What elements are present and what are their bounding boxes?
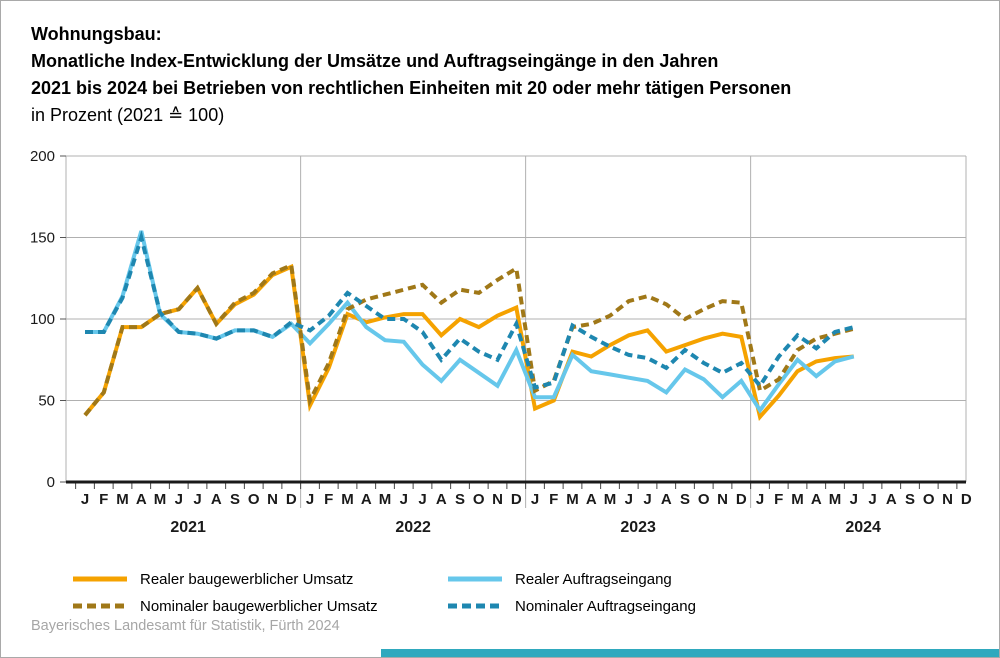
- month-label-2024-6: J: [850, 491, 858, 508]
- y-tick-label-0: 0: [47, 474, 55, 491]
- month-label-2021-10: O: [248, 491, 260, 508]
- year-label-2021: 2021: [170, 519, 206, 536]
- title-line-4: in Prozent (2021 ≙ 100): [31, 105, 225, 125]
- month-label-2024-1: J: [756, 491, 764, 508]
- month-label-2021-12: D: [286, 491, 297, 508]
- month-label-2023-12: D: [736, 491, 747, 508]
- y-tick-label-50: 50: [38, 393, 55, 410]
- month-label-2022-2: F: [324, 491, 333, 508]
- legend-label: Nominaler Auftragseingang: [515, 597, 696, 615]
- month-label-2021-9: S: [230, 491, 240, 508]
- legend-swatch-solid-lightblue-icon: [448, 576, 502, 582]
- month-label-2023-7: J: [643, 491, 651, 508]
- month-label-2024-8: A: [886, 491, 897, 508]
- month-label-2022-1: J: [306, 491, 314, 508]
- year-label-2023: 2023: [620, 519, 656, 536]
- month-label-2023-6: J: [625, 491, 633, 508]
- month-label-2022-7: J: [418, 491, 426, 508]
- month-label-2023-2: F: [549, 491, 558, 508]
- y-tick-label-100: 100: [30, 311, 55, 328]
- month-label-2022-6: J: [400, 491, 408, 508]
- legend-item-nominaler-auftragseingang: Nominaler Auftragseingang: [448, 596, 696, 616]
- legend-label: Nominaler baugewerblicher Umsatz: [140, 597, 378, 615]
- series-line-nominaler-auftragseingang: [85, 230, 855, 390]
- series-line-nominaler-baugewerblicher-umsatz: [83, 262, 855, 417]
- month-label-2022-3: M: [341, 491, 354, 508]
- title-line-3: 2021 bis 2024 bei Betrieben von rechtlic…: [31, 78, 792, 98]
- month-label-2024-11: N: [942, 491, 953, 508]
- month-label-2023-8: A: [661, 491, 672, 508]
- month-label-2023-5: M: [604, 491, 617, 508]
- month-label-2024-12: D: [961, 491, 972, 508]
- legend-swatch-solid-orange-icon: [73, 576, 127, 582]
- series-line-realer-baugewerblicher-umsatz: [83, 263, 854, 422]
- chart-title: Wohnungsbau: Monatliche Index-Entwicklun…: [31, 21, 791, 129]
- month-label-2021-4: A: [136, 491, 147, 508]
- legend-label: Realer Auftragseingang: [515, 570, 672, 588]
- month-label-2023-4: A: [586, 491, 597, 508]
- month-label-2021-3: M: [116, 491, 129, 508]
- month-label-2022-9: S: [455, 491, 465, 508]
- month-label-2024-5: M: [829, 491, 842, 508]
- branding-teal-bar: [381, 649, 999, 657]
- year-label-2022: 2022: [395, 519, 431, 536]
- source-attribution: Bayerisches Landesamt für Statistik, Für…: [31, 618, 340, 634]
- month-label-2023-3: M: [566, 491, 579, 508]
- month-label-2023-11: N: [717, 491, 728, 508]
- month-label-2022-4: A: [361, 491, 372, 508]
- legend-swatch-dashed-olive-icon: [73, 603, 127, 609]
- month-label-2024-9: S: [905, 491, 915, 508]
- month-label-2022-10: O: [473, 491, 485, 508]
- legend-swatch-dashed-blue-icon: [448, 603, 502, 609]
- month-label-2021-7: J: [193, 491, 201, 508]
- month-label-2024-4: A: [811, 491, 822, 508]
- legend-item-realer-umsatz: Realer baugewerblicher Umsatz: [73, 569, 353, 589]
- month-label-2021-1: J: [81, 491, 89, 508]
- month-label-2021-8: A: [211, 491, 222, 508]
- month-label-2023-10: O: [698, 491, 710, 508]
- month-label-2024-7: J: [868, 491, 876, 508]
- month-label-2021-5: M: [154, 491, 167, 508]
- year-label-2024: 2024: [845, 519, 881, 536]
- month-label-2021-11: N: [267, 491, 278, 508]
- month-label-2022-12: D: [511, 491, 522, 508]
- legend-item-realer-auftragseingang: Realer Auftragseingang: [448, 569, 672, 589]
- month-label-2022-8: A: [436, 491, 447, 508]
- series-line-realer-auftragseingang: [85, 230, 855, 414]
- y-tick-label-150: 150: [30, 230, 55, 247]
- month-label-2024-2: F: [774, 491, 783, 508]
- month-label-2021-2: F: [99, 491, 108, 508]
- title-line-1: Wohnungsbau:: [31, 24, 162, 44]
- month-label-2023-1: J: [531, 491, 539, 508]
- title-line-2: Monatliche Index-Entwicklung der Umsätze…: [31, 51, 719, 71]
- legend-label: Realer baugewerblicher Umsatz: [140, 570, 354, 588]
- y-tick-label-200: 200: [30, 148, 55, 165]
- month-label-2023-9: S: [680, 491, 690, 508]
- month-label-2021-6: J: [175, 491, 183, 508]
- legend-item-nominaler-umsatz: Nominaler baugewerblicher Umsatz: [73, 596, 378, 616]
- month-label-2022-5: M: [379, 491, 392, 508]
- month-label-2022-11: N: [492, 491, 503, 508]
- month-label-2024-10: O: [923, 491, 935, 508]
- month-label-2024-3: M: [791, 491, 804, 508]
